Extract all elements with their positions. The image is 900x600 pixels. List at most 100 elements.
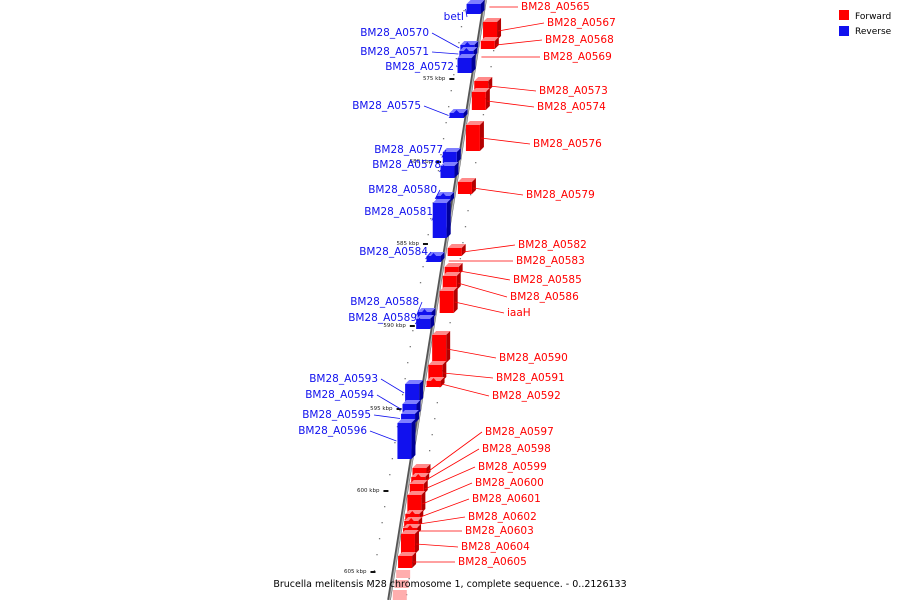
leader-line-bm28-a0600 — [422, 482, 473, 505]
gene-label-bm28-a0565[interactable]: BM28_A0565 — [521, 1, 590, 13]
gene-label-bm28-a0589[interactable]: BM28_A0589 — [348, 312, 417, 324]
dot-marker — [373, 570, 376, 572]
dot-marker — [376, 554, 378, 556]
gene-label-bm28-a0600[interactable]: BM28_A0600 — [475, 477, 544, 489]
gene-label-bm28-a0599[interactable]: BM28_A0599 — [478, 461, 547, 473]
legend-swatch-forward — [839, 10, 849, 20]
gene-label-beti[interactable]: betI — [444, 11, 464, 23]
dot-marker — [430, 218, 432, 220]
gene-label-bm28-a0575[interactable]: BM28_A0575 — [352, 100, 421, 112]
dot-marker — [462, 242, 464, 244]
gene-bm28-a0605 — [398, 552, 417, 568]
leader-line-bm28-a0597 — [427, 431, 483, 473]
gene-label-bm28-a0579[interactable]: BM28_A0579 — [526, 189, 595, 201]
tick-label-605-kbp: 605 kbp — [344, 569, 367, 575]
gene-label-bm28-a0571[interactable]: BM28_A0571 — [360, 46, 429, 58]
leader-line-iaah — [454, 301, 505, 314]
gene-label-bm28-a0573[interactable]: BM28_A0573 — [539, 85, 608, 97]
gene-bm28-a0574 — [471, 88, 490, 110]
leader-line-beti — [465, 8, 468, 18]
caption: Brucella melitensis M28 chromosome 1, co… — [273, 579, 626, 590]
dot-marker — [460, 26, 463, 28]
dot-marker — [394, 442, 396, 444]
gene-label-bm28-a0597[interactable]: BM28_A0597 — [485, 426, 554, 438]
gene-label-bm28-a0574[interactable]: BM28_A0574 — [537, 101, 606, 113]
faded-genes — [392, 570, 411, 600]
leader-line-bm28-a0604 — [415, 543, 459, 548]
gene-bm28-a0604 — [400, 530, 419, 554]
leader-line-bm28-a0568 — [495, 39, 543, 46]
gene-label-bm28-a0596[interactable]: BM28_A0596 — [298, 425, 367, 437]
gene-label-bm28-a0584[interactable]: BM28_A0584 — [359, 246, 428, 258]
dot-marker — [490, 66, 492, 68]
gene-bm28-a0593 — [405, 380, 424, 402]
gene-bm28-a0590 — [432, 331, 451, 363]
legend-label-forward: Forward — [855, 12, 891, 22]
gene-label-bm28-a0601[interactable]: BM28_A0601 — [472, 493, 541, 505]
gene-label-bm28-a0582[interactable]: BM28_A0582 — [518, 239, 587, 251]
gene-label-bm28-a0570[interactable]: BM28_A0570 — [360, 27, 429, 39]
gene-bm28-a0572 — [457, 54, 476, 73]
dot-marker — [401, 394, 404, 396]
gene-label-bm28-a0572[interactable]: BM28_A0572 — [385, 61, 454, 73]
leader-line-bm28-a0589 — [414, 317, 421, 325]
dot-marker — [434, 418, 436, 420]
gene-label-bm28-a0580[interactable]: BM28_A0580 — [368, 184, 437, 196]
gene-label-bm28-a0598[interactable]: BM28_A0598 — [482, 443, 551, 455]
gene-label-bm28-a0604[interactable]: BM28_A0604 — [461, 541, 530, 553]
dot-marker — [371, 586, 373, 588]
tick-mark — [409, 325, 415, 327]
gene-label-bm28-a0576[interactable]: BM28_A0576 — [533, 138, 602, 150]
gene-label-bm28-a0591[interactable]: BM28_A0591 — [496, 372, 565, 384]
gene-bm28-a0568 — [480, 37, 499, 49]
dot-marker — [453, 74, 455, 76]
dot-marker — [464, 226, 467, 228]
dot-marker — [407, 362, 409, 364]
leader-line-bm28-a0579 — [472, 187, 524, 196]
tick-marks: 575 kbp 580 kbp 585 kbp 590 kbp 595 kbp 600 k… — [344, 76, 455, 575]
leader-line-bm28-a0573 — [489, 85, 537, 92]
gene-label-bm28-a0593[interactable]: BM28_A0593 — [309, 373, 378, 385]
gene-label-bm28-a0567[interactable]: BM28_A0567 — [547, 17, 616, 29]
gene-label-iaah[interactable]: iaaH — [507, 307, 531, 319]
gene-label-bm28-a0586[interactable]: BM28_A0586 — [510, 291, 579, 303]
dot-marker — [482, 114, 485, 116]
leader-line-bm28-a0601 — [420, 498, 470, 518]
leader-line-bm28-a0571 — [431, 51, 459, 55]
dot-marker — [455, 58, 458, 60]
gene-label-bm28-a0585[interactable]: BM28_A0585 — [513, 274, 582, 286]
gene-label-bm28-a0603[interactable]: BM28_A0603 — [465, 525, 534, 537]
gene-label-bm28-a0590[interactable]: BM28_A0590 — [499, 352, 568, 364]
gene-label-bm28-a0577[interactable]: BM28_A0577 — [374, 144, 443, 156]
dot-marker — [448, 106, 450, 108]
leader-line-bm28-a0567 — [497, 22, 545, 32]
tick-mark — [383, 490, 389, 492]
gene-label-bm28-a0578[interactable]: BM28_A0578 — [372, 159, 441, 171]
leader-line-bm28-a0592 — [441, 383, 490, 397]
gene-bm28-a0581 — [432, 199, 451, 238]
dot-marker — [412, 330, 414, 332]
gene-bm28-a0582 — [447, 244, 466, 256]
dot-marker — [408, 578, 410, 580]
gene-label-bm28-a0594[interactable]: BM28_A0594 — [305, 389, 374, 401]
dot-marker — [404, 378, 406, 380]
dot-marker — [427, 234, 429, 236]
backbone — [387, 0, 487, 600]
gene-label-bm28-a0583[interactable]: BM28_A0583 — [516, 255, 585, 267]
gene-label-bm28-a0592[interactable]: BM28_A0592 — [492, 390, 561, 402]
dot-marker — [440, 154, 442, 156]
gene-label-bm28-a0605[interactable]: BM28_A0605 — [458, 556, 527, 568]
gene-label-bm28-a0581[interactable]: BM28_A0581 — [364, 206, 433, 218]
dot-marker — [399, 410, 401, 412]
gene-label-bm28-a0569[interactable]: BM28_A0569 — [543, 51, 612, 63]
gene-label-bm28-a0595[interactable]: BM28_A0595 — [302, 409, 371, 421]
gene-label-bm28-a0588[interactable]: BM28_A0588 — [350, 296, 419, 308]
dot-marker — [425, 250, 427, 252]
tick-label-580-kbp: 580 kbp — [410, 159, 433, 165]
gene-label-bm28-a0568[interactable]: BM28_A0568 — [545, 34, 614, 46]
legend: Forward Reverse — [839, 10, 892, 37]
leader-line-bm28-a0574 — [486, 100, 535, 108]
gene-label-bm28-a0602[interactable]: BM28_A0602 — [468, 511, 537, 523]
legend-label-reverse: Reverse — [855, 27, 892, 37]
